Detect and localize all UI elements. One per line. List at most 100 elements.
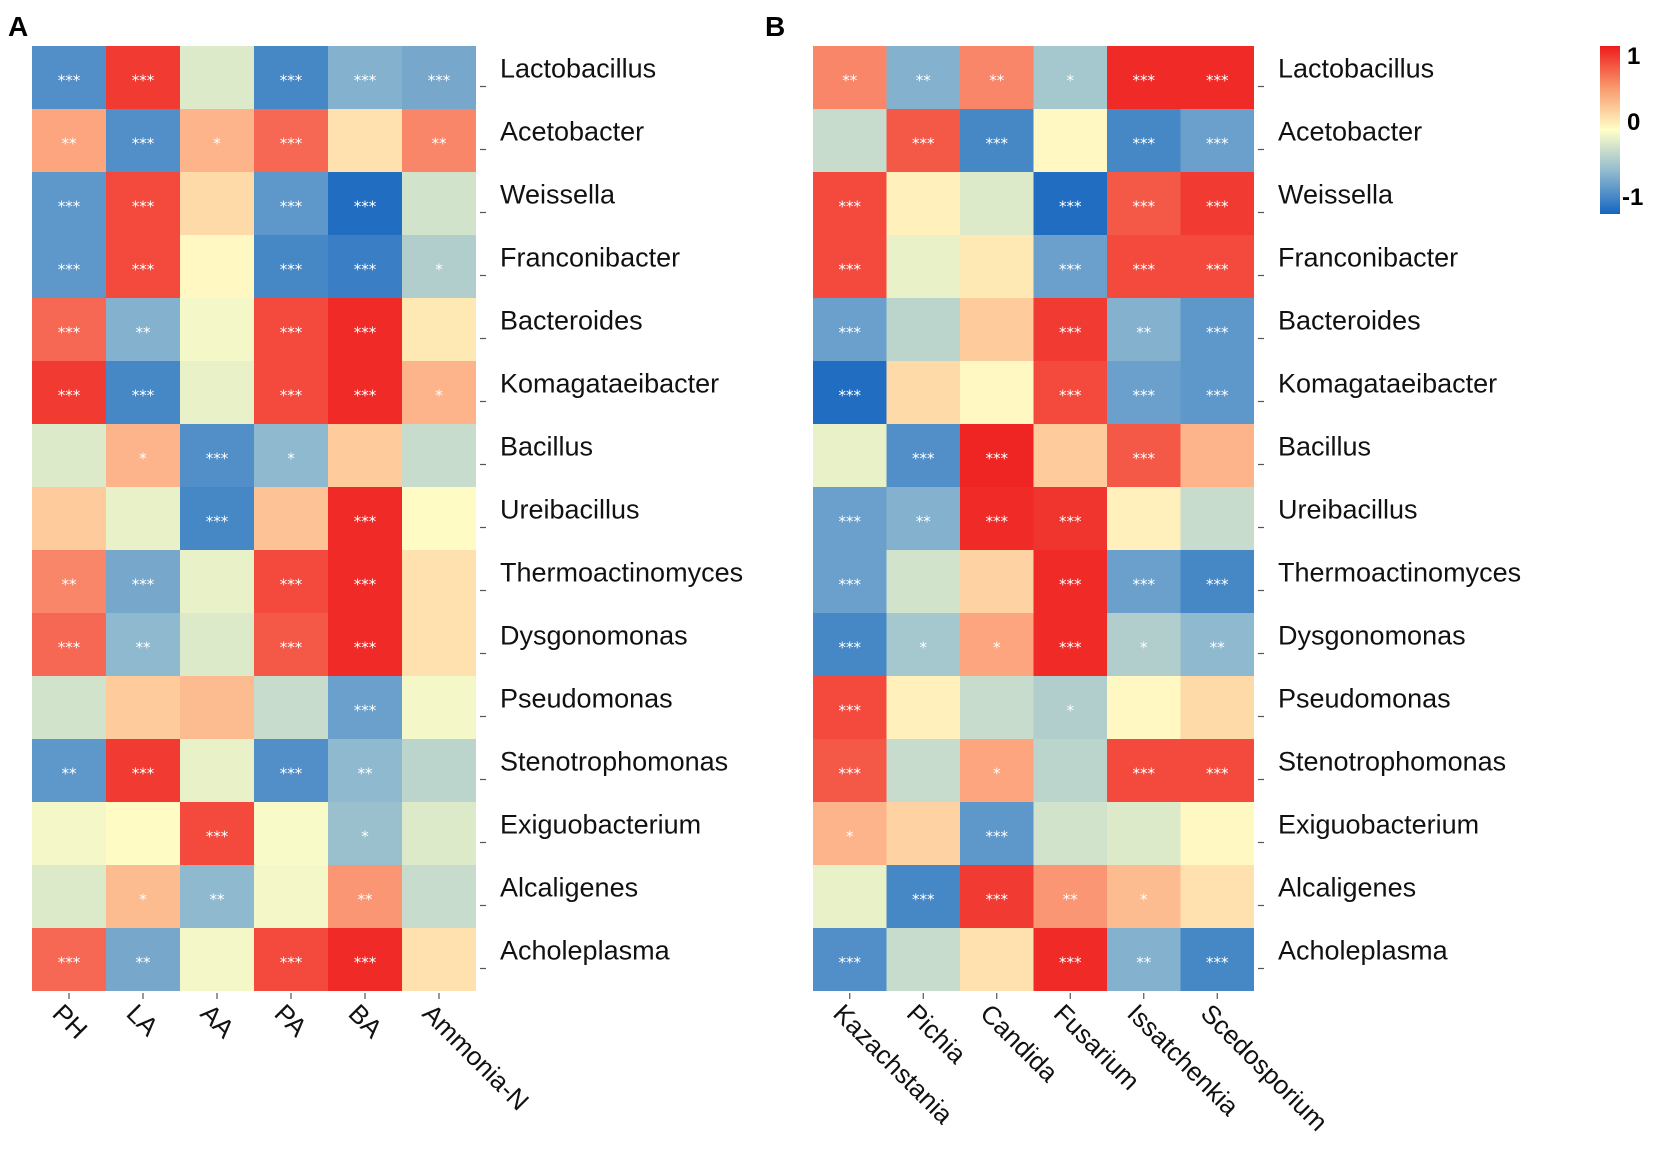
significance-label: * bbox=[361, 828, 369, 846]
panel-label-a: A bbox=[8, 11, 28, 42]
heatmap-cell bbox=[1180, 172, 1254, 235]
heatmap-cell bbox=[813, 802, 887, 865]
significance-label: * bbox=[435, 261, 443, 279]
significance-label: *** bbox=[1206, 261, 1229, 279]
significance-label: *** bbox=[986, 450, 1009, 468]
heatmap-cell bbox=[402, 802, 476, 865]
significance-label: *** bbox=[354, 702, 377, 720]
row-label: Lactobacillus bbox=[1278, 54, 1434, 84]
significance-label: *** bbox=[839, 513, 862, 531]
significance-label: *** bbox=[1133, 576, 1156, 594]
heatmap-cell bbox=[32, 46, 106, 109]
heatmap-cell bbox=[886, 739, 960, 802]
heatmap-cell bbox=[1107, 928, 1181, 991]
significance-label: *** bbox=[280, 261, 303, 279]
heatmap-cell bbox=[180, 550, 254, 613]
significance-label: ** bbox=[916, 72, 932, 90]
legend-colorbar bbox=[1600, 46, 1620, 214]
heatmap-cell bbox=[328, 865, 402, 928]
panel-label-b: B bbox=[765, 11, 785, 42]
heatmap-cell bbox=[960, 676, 1034, 739]
significance-label: *** bbox=[58, 72, 81, 90]
heatmap-cell bbox=[180, 613, 254, 676]
significance-label: *** bbox=[132, 198, 155, 216]
significance-label: *** bbox=[986, 891, 1009, 909]
heatmap-cell bbox=[328, 46, 402, 109]
significance-label: * bbox=[920, 639, 928, 657]
significance-label: *** bbox=[1206, 72, 1229, 90]
heatmap-cell bbox=[32, 613, 106, 676]
significance-label: *** bbox=[1059, 198, 1082, 216]
significance-label: *** bbox=[1059, 576, 1082, 594]
heatmap-cell bbox=[1033, 613, 1107, 676]
heatmap-cell bbox=[254, 46, 328, 109]
heatmap-cell bbox=[1107, 424, 1181, 487]
significance-label: ** bbox=[916, 513, 932, 531]
significance-label: *** bbox=[1206, 198, 1229, 216]
significance-label: *** bbox=[132, 135, 155, 153]
row-label: Alcaligenes bbox=[1278, 873, 1416, 903]
heatmap-cell bbox=[813, 46, 887, 109]
heatmap-cell bbox=[106, 298, 180, 361]
significance-label: *** bbox=[354, 261, 377, 279]
significance-label: * bbox=[139, 450, 147, 468]
significance-label: *** bbox=[839, 765, 862, 783]
significance-label: *** bbox=[280, 576, 303, 594]
significance-label: *** bbox=[132, 765, 155, 783]
heatmap-cell bbox=[106, 739, 180, 802]
significance-label: * bbox=[287, 450, 295, 468]
heatmap-cell bbox=[254, 487, 328, 550]
legend-max-label: 1 bbox=[1627, 43, 1640, 70]
heatmap-cell bbox=[106, 424, 180, 487]
significance-label: ** bbox=[136, 954, 152, 972]
heatmap-cell bbox=[180, 802, 254, 865]
row-label: Lactobacillus bbox=[500, 54, 656, 84]
heatmap-cell bbox=[254, 550, 328, 613]
significance-label: ** bbox=[1136, 324, 1152, 342]
heatmap-cell bbox=[1033, 361, 1107, 424]
heatmap-cell bbox=[813, 235, 887, 298]
heatmap-cell bbox=[960, 235, 1034, 298]
heatmap-cell bbox=[1180, 109, 1254, 172]
legend-mid-label: 0 bbox=[1627, 109, 1640, 136]
significance-label: *** bbox=[1206, 324, 1229, 342]
row-label: Dysgonomonas bbox=[1278, 621, 1466, 651]
significance-label: *** bbox=[58, 639, 81, 657]
significance-label: * bbox=[213, 135, 221, 153]
heatmap-cell bbox=[1033, 487, 1107, 550]
significance-label: *** bbox=[839, 639, 862, 657]
heatmap-cell bbox=[32, 550, 106, 613]
significance-label: * bbox=[139, 891, 147, 909]
heatmap-cell bbox=[813, 676, 887, 739]
significance-label: *** bbox=[206, 828, 229, 846]
significance-label: *** bbox=[912, 450, 935, 468]
color-legend: 1 0 -1 bbox=[1600, 43, 1643, 214]
heatmap-cell bbox=[180, 928, 254, 991]
row-label: Stenotrophomonas bbox=[500, 747, 728, 777]
heatmap-cell bbox=[254, 109, 328, 172]
significance-label: *** bbox=[428, 72, 451, 90]
significance-label: *** bbox=[354, 324, 377, 342]
row-label: Bacteroides bbox=[1278, 306, 1421, 336]
heatmap-b: ** ** ** * *** ****** *** *** ****** *** *** ******… bbox=[813, 46, 1521, 1137]
significance-label: ** bbox=[62, 576, 78, 594]
heatmap-cell bbox=[402, 361, 476, 424]
heatmap-cell bbox=[402, 298, 476, 361]
significance-label: *** bbox=[206, 450, 229, 468]
heatmap-cell bbox=[328, 298, 402, 361]
heatmap-cell bbox=[106, 802, 180, 865]
significance-label: *** bbox=[58, 261, 81, 279]
column-label: Ammonia-N bbox=[417, 998, 535, 1116]
row-label: Bacillus bbox=[500, 432, 593, 462]
heatmap-cell bbox=[402, 424, 476, 487]
heatmap-cell bbox=[1180, 424, 1254, 487]
heatmap-cell bbox=[960, 361, 1034, 424]
heatmap-cell bbox=[886, 46, 960, 109]
significance-label: ** bbox=[358, 891, 374, 909]
heatmap-cell bbox=[886, 865, 960, 928]
heatmap-cell bbox=[254, 298, 328, 361]
heatmap-cell bbox=[180, 739, 254, 802]
heatmap-cell bbox=[402, 550, 476, 613]
heatmap-cell bbox=[180, 172, 254, 235]
significance-label: ** bbox=[1210, 639, 1226, 657]
